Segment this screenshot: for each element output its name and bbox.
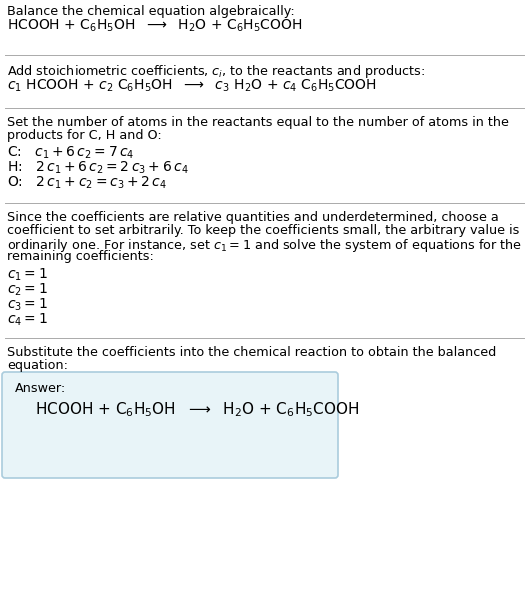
Text: remaining coefficients:: remaining coefficients: (7, 250, 154, 263)
Text: equation:: equation: (7, 359, 68, 372)
Text: Answer:: Answer: (15, 382, 66, 395)
Text: Substitute the coefficients into the chemical reaction to obtain the balanced: Substitute the coefficients into the che… (7, 346, 496, 359)
Text: ordinarily one. For instance, set $c_1 = 1$ and solve the system of equations fo: ordinarily one. For instance, set $c_1 =… (7, 237, 522, 254)
Text: $c_1$ HCOOH + $c_2$ C$_6$H$_5$OH  $\longrightarrow$  $c_3$ H$_2$O + $c_4$ C$_6$H: $c_1$ HCOOH + $c_2$ C$_6$H$_5$OH $\longr… (7, 78, 377, 95)
Text: HCOOH + C$_6$H$_5$OH  $\longrightarrow$  H$_2$O + C$_6$H$_5$COOH: HCOOH + C$_6$H$_5$OH $\longrightarrow$ H… (7, 18, 303, 35)
Text: HCOOH + C$_6$H$_5$OH  $\longrightarrow$  H$_2$O + C$_6$H$_5$COOH: HCOOH + C$_6$H$_5$OH $\longrightarrow$ H… (35, 400, 360, 419)
Text: coefficient to set arbitrarily. To keep the coefficients small, the arbitrary va: coefficient to set arbitrarily. To keep … (7, 224, 519, 237)
Text: Since the coefficients are relative quantities and underdetermined, choose a: Since the coefficients are relative quan… (7, 211, 499, 224)
Text: O:   $2\,c_1 + c_2 = c_3 + 2\,c_4$: O: $2\,c_1 + c_2 = c_3 + 2\,c_4$ (7, 175, 167, 191)
Text: C:   $c_1 + 6\,c_2 = 7\,c_4$: C: $c_1 + 6\,c_2 = 7\,c_4$ (7, 145, 134, 161)
Text: $c_2 = 1$: $c_2 = 1$ (7, 282, 48, 299)
Text: $c_3 = 1$: $c_3 = 1$ (7, 297, 48, 313)
Text: $c_1 = 1$: $c_1 = 1$ (7, 267, 48, 283)
Text: Set the number of atoms in the reactants equal to the number of atoms in the: Set the number of atoms in the reactants… (7, 116, 509, 129)
Text: Balance the chemical equation algebraically:: Balance the chemical equation algebraica… (7, 5, 295, 18)
Text: $c_4 = 1$: $c_4 = 1$ (7, 312, 48, 328)
Text: Add stoichiometric coefficients, $c_i$, to the reactants and products:: Add stoichiometric coefficients, $c_i$, … (7, 63, 425, 80)
Text: products for C, H and O:: products for C, H and O: (7, 129, 162, 142)
Text: H:   $2\,c_1 + 6\,c_2 = 2\,c_3 + 6\,c_4$: H: $2\,c_1 + 6\,c_2 = 2\,c_3 + 6\,c_4$ (7, 160, 188, 177)
FancyBboxPatch shape (2, 372, 338, 478)
